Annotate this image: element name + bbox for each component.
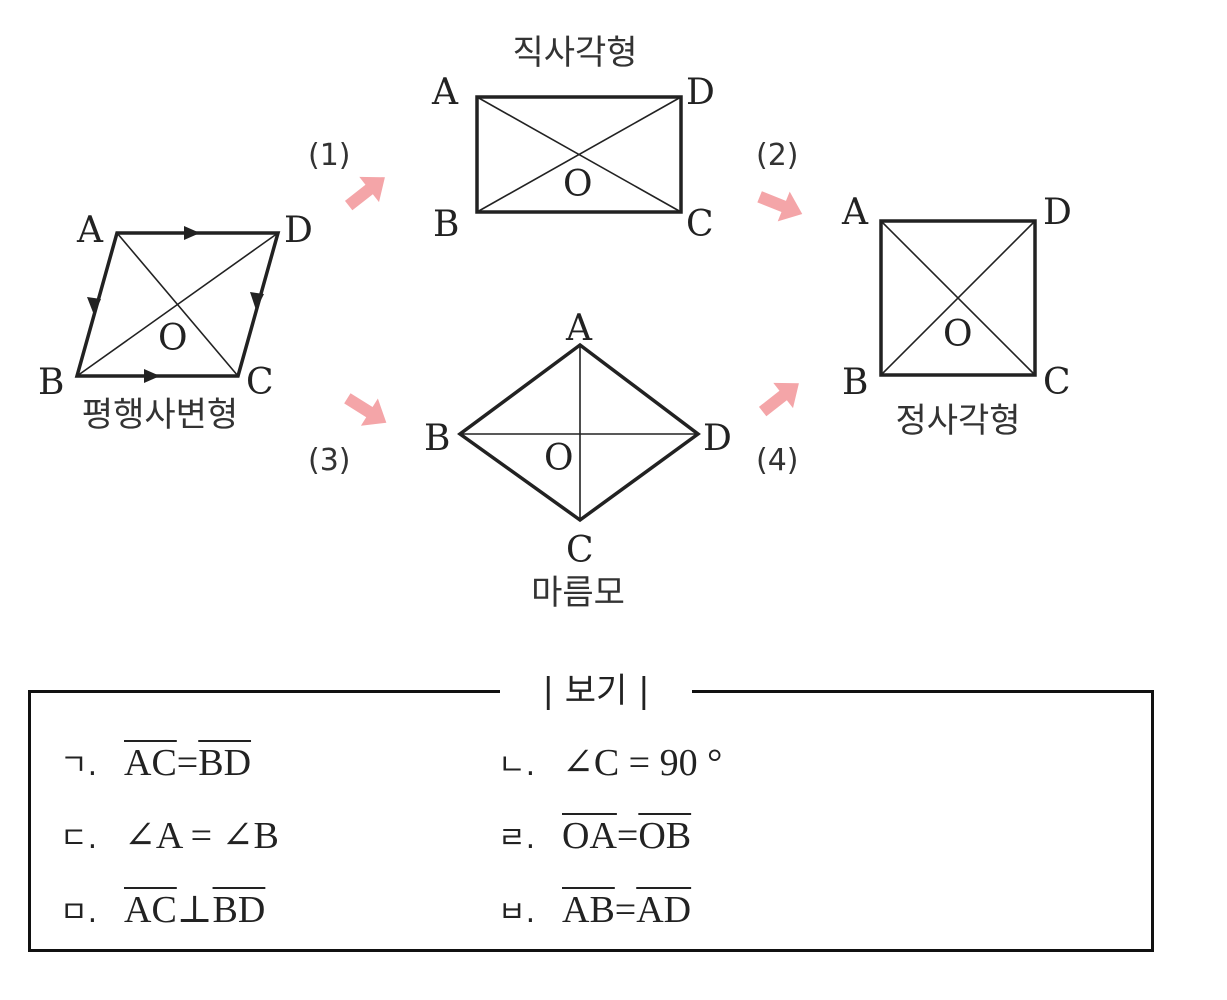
rhombus-label-c: C <box>566 530 594 571</box>
bogi-item-4: ㄹ. OA=OB <box>498 810 691 862</box>
rhombus-label-d: D <box>703 418 732 459</box>
parallel-mark-right <box>250 292 264 310</box>
step-arrow-4 <box>758 382 799 417</box>
square-label-b: B <box>842 362 868 403</box>
segment-left: AC <box>124 889 177 931</box>
bogi-item-text: ∠C = 90 ° <box>562 742 723 784</box>
parallelogram-diagonal-bd <box>76 232 279 377</box>
rectangle-label-b: B <box>433 204 459 245</box>
arrow-right-icon <box>344 393 387 426</box>
step-label-3: (3) <box>308 443 351 478</box>
segment-left: AB <box>562 889 615 931</box>
step-label-2: (2) <box>756 138 799 173</box>
bogi-item-text: ∠A = ∠B <box>124 815 279 857</box>
rhombus-label-a: A <box>565 308 593 349</box>
parallel-mark-bottom <box>144 369 160 383</box>
bogi-item-mark: ㄱ. <box>60 748 98 783</box>
bogi-item-1: ㄱ. AC=BD <box>60 737 251 789</box>
segment-right: BD <box>198 742 252 784</box>
step-label-4: (4) <box>756 443 799 478</box>
parallelogram-label-d: D <box>284 210 313 251</box>
square-diagonal-bd <box>880 220 1036 376</box>
bogi-item-mark: ㄷ. <box>60 821 98 856</box>
bogi-item-mark: ㄹ. <box>498 821 536 856</box>
rectangle-label-o: O <box>563 164 593 205</box>
segment-left: AC <box>124 742 177 784</box>
step-arrow-1 <box>344 176 385 211</box>
segment-right: OB <box>638 815 692 857</box>
bogi-title: | 보기 | <box>500 668 692 714</box>
bogi-item-mark: ㅁ. <box>60 895 98 930</box>
square-label-c: C <box>1043 362 1071 403</box>
rectangle-label-c: C <box>686 204 714 245</box>
parallel-mark-left <box>87 297 101 315</box>
arrow-right-icon <box>344 176 385 211</box>
rectangle-label-a: A <box>431 72 459 113</box>
rectangle-name: 직사각형 <box>512 33 637 73</box>
operator: = <box>616 815 639 857</box>
rhombus: A B D C O 마름모 <box>424 308 732 613</box>
operator: = <box>176 742 199 784</box>
bogi-item-2: ㄴ. ∠C = 90 ° <box>498 737 722 789</box>
segment-right: AD <box>636 889 692 931</box>
rectangle-diagonal-bd <box>476 96 682 213</box>
bogi-item-mark: ㅂ. <box>498 895 536 930</box>
parallelogram-label-a: A <box>76 210 104 251</box>
parallelogram-label-b: B <box>38 362 64 403</box>
square-label-o: O <box>943 314 973 355</box>
parallel-mark-top <box>184 226 200 240</box>
step-label-1: (1) <box>308 138 351 173</box>
square-label-d: D <box>1043 192 1072 233</box>
bogi-item-3: ㄷ. ∠A = ∠B <box>60 810 279 862</box>
parallelogram: A D B C O 평행사변형 <box>38 210 313 435</box>
operator: ⊥ <box>176 889 213 931</box>
square: A D B C O 정사각형 <box>841 192 1072 441</box>
bogi-item-5: ㅁ. AC⊥BD <box>60 884 265 936</box>
parallelogram-name: 평행사변형 <box>82 395 238 435</box>
arrow-right-icon <box>757 191 803 222</box>
step-arrow-2 <box>757 191 803 222</box>
bogi-item-6: ㅂ. AB=AD <box>498 884 691 936</box>
segment-left: OA <box>562 815 617 857</box>
rectangle-outline <box>475 95 683 214</box>
rectangle-label-d: D <box>686 72 715 113</box>
segment-right: BD <box>212 889 266 931</box>
parallelogram-label-o: O <box>158 318 188 359</box>
square-name: 정사각형 <box>895 401 1020 441</box>
step-arrow-3 <box>344 393 387 426</box>
rectangle: 직사각형 A D B C O <box>431 33 715 245</box>
rhombus-outline <box>457 342 701 523</box>
operator: = <box>614 889 637 931</box>
rhombus-label-o: O <box>544 438 574 479</box>
square-label-a: A <box>841 192 869 233</box>
rhombus-name: 마름모 <box>531 573 625 613</box>
parallelogram-label-c: C <box>246 362 274 403</box>
square-outline <box>879 219 1037 377</box>
arrow-right-icon <box>758 382 799 417</box>
rhombus-label-b: B <box>424 418 450 459</box>
bogi-item-mark: ㄴ. <box>498 748 536 783</box>
